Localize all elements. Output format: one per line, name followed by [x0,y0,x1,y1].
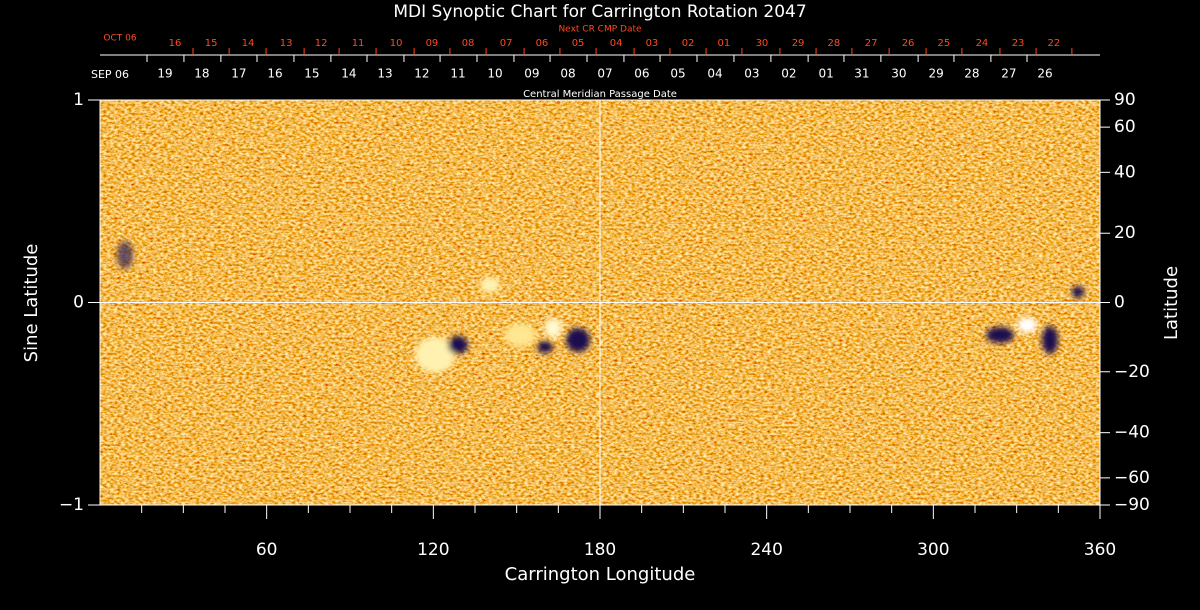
cmp-date-label: 16 [267,67,282,81]
x-tick-label: 180 [584,540,616,560]
next-cr-date-label: 12 [315,38,328,49]
cmp-date-label: 02 [781,67,796,81]
cmp-date-label: 04 [707,67,722,81]
next-cr-date-label: 30 [756,38,769,49]
next-cr-date-label: 14 [242,38,255,49]
next-cr-date-label: 03 [646,38,659,49]
positive-region [1017,317,1037,333]
y2-tick-label: 0 [1114,293,1125,313]
negative-region [448,336,468,354]
next-cr-date-label: 16 [169,38,182,49]
next-cr-axis-label: Next CR CMP Date [558,25,642,35]
y2-tick-label: −40 [1114,423,1150,443]
y2-axis-title: Latitude [1161,266,1182,340]
next-cr-date-label: 27 [865,38,878,49]
cmp-date-label: 28 [964,67,979,81]
cmp-date-label: 10 [487,67,502,81]
cmp-date-label: 27 [1001,67,1016,81]
next-cr-date-label: 29 [792,38,805,49]
y2-tick-label: 20 [1114,223,1136,243]
x-tick-label: 120 [417,540,449,560]
positive-region [504,323,536,347]
y-tick-label: 0 [73,293,84,313]
negative-region [1072,286,1084,298]
cmp-start-label: SEP 06 [91,68,129,81]
x-tick-label: 240 [750,540,782,560]
next-cr-date-label: 01 [718,38,731,49]
negative-region [986,327,1014,343]
cmp-date-label: 15 [304,67,319,81]
cmp-date-label: 12 [414,67,429,81]
y2-tick-label: 40 [1114,162,1136,182]
cmp-date-label: 08 [560,67,575,81]
next-cr-date-label: 24 [976,38,989,49]
next-cr-date-label: 23 [1012,38,1025,49]
next-cr-start-label: OCT 06 [103,34,136,44]
next-cr-date-label: 25 [938,38,951,49]
cmp-date-label: 14 [341,67,356,81]
next-cr-date-label: 22 [1048,38,1061,49]
cmp-date-label: 26 [1037,67,1052,81]
negative-region [117,241,133,269]
y-tick-label: 1 [73,90,84,110]
cmp-date-label: 01 [818,67,833,81]
negative-region [566,328,590,352]
positive-region [544,318,562,338]
y-axis-title: Sine Latitude [21,244,42,363]
y2-tick-label: 60 [1114,117,1136,137]
cmp-date-label: 03 [744,67,759,81]
magnetic-regions [117,241,1084,373]
cmp-date-label: 31 [854,67,869,81]
cmp-date-label: 29 [928,67,943,81]
cmp-date-label: 13 [377,67,392,81]
x-axis-title: Carrington Longitude [505,564,696,585]
y2-tick-label: −60 [1114,468,1150,488]
next-cr-date-label: 02 [682,38,695,49]
next-cr-date-label: 26 [902,38,915,49]
cmp-date-label: 19 [157,67,172,81]
cmp-date-label: 30 [891,67,906,81]
next-cr-date-label: 05 [572,38,585,49]
positive-region [480,277,500,293]
next-cr-date-label: 06 [536,38,549,49]
cmp-date-label: 06 [634,67,649,81]
next-cr-date-label: 04 [610,38,623,49]
cmp-date-label: 17 [231,67,246,81]
cmp-date-label: 07 [597,67,612,81]
cmp-date-label: 11 [450,67,465,81]
chart-title: MDI Synoptic Chart for Carrington Rotati… [393,2,806,22]
next-cr-date-label: 10 [390,38,403,49]
next-cr-date-label: 28 [828,38,841,49]
y2-tick-label: −20 [1114,362,1150,382]
cmp-date-label: 18 [194,67,209,81]
next-cr-date-label: 09 [426,38,439,49]
x-tick-label: 360 [1084,540,1116,560]
positive-region [415,337,455,373]
y2-tick-label: 90 [1114,90,1136,110]
x-tick-label: 60 [256,540,278,560]
next-cr-date-label: 07 [500,38,513,49]
negative-region [537,341,553,353]
y-tick-label: −1 [59,495,84,515]
negative-region [1042,326,1058,354]
y2-tick-label: −90 [1114,495,1150,515]
cmp-axis-label: Central Meridian Passage Date [523,89,677,100]
next-cr-date-label: 11 [352,38,365,49]
cmp-date-label: 05 [670,67,685,81]
x-tick-label: 300 [917,540,949,560]
next-cr-date-label: 08 [462,38,475,49]
next-cr-date-label: 15 [205,38,218,49]
next-cr-date-label: 13 [280,38,293,49]
cmp-date-label: 09 [524,67,539,81]
